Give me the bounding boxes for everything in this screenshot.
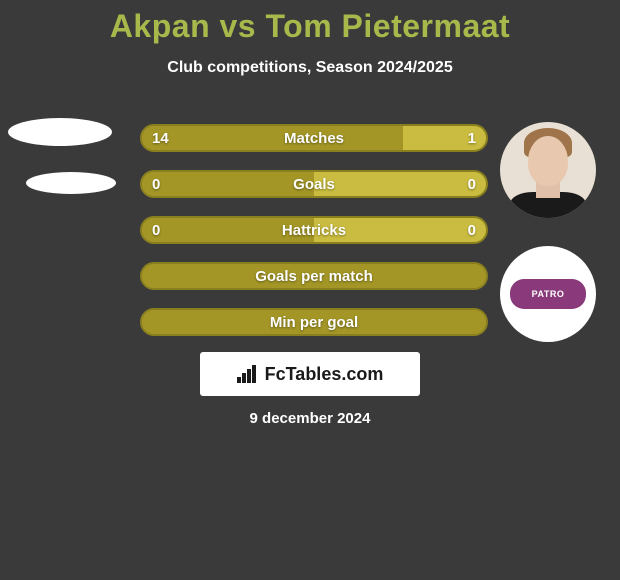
comparison-subtitle: Club competitions, Season 2024/2025	[0, 59, 620, 77]
player-left-club-placeholder	[26, 172, 116, 194]
stat-bar: 00Goals	[140, 170, 488, 198]
player-right-avatars: PATRO	[500, 122, 610, 370]
comparison-date: 9 december 2024	[0, 410, 620, 427]
chart-icon	[237, 365, 259, 383]
stat-label: Goals	[142, 172, 486, 196]
stat-bar: 00Hattricks	[140, 216, 488, 244]
stat-label: Matches	[142, 126, 486, 150]
stat-bar: Goals per match	[140, 262, 488, 290]
stats-bars: 141Matches 00Goals 00Hattricks Goals per ma…	[140, 124, 488, 354]
stat-label: Min per goal	[142, 310, 486, 334]
player-right-club-logo: PATRO	[500, 246, 596, 342]
club-logo-text: PATRO	[510, 279, 586, 309]
stat-bar: Min per goal	[140, 308, 488, 336]
stat-label: Goals per match	[142, 264, 486, 288]
branding-badge: FcTables.com	[200, 352, 420, 396]
stat-bar: 141Matches	[140, 124, 488, 152]
player-right-photo	[500, 122, 596, 218]
player-left-avatars	[8, 118, 128, 220]
comparison-title: Akpan vs Tom Pietermaat	[0, 0, 620, 45]
stat-label: Hattricks	[142, 218, 486, 242]
player-left-photo-placeholder	[8, 118, 112, 146]
branding-text: FcTables.com	[265, 364, 384, 385]
